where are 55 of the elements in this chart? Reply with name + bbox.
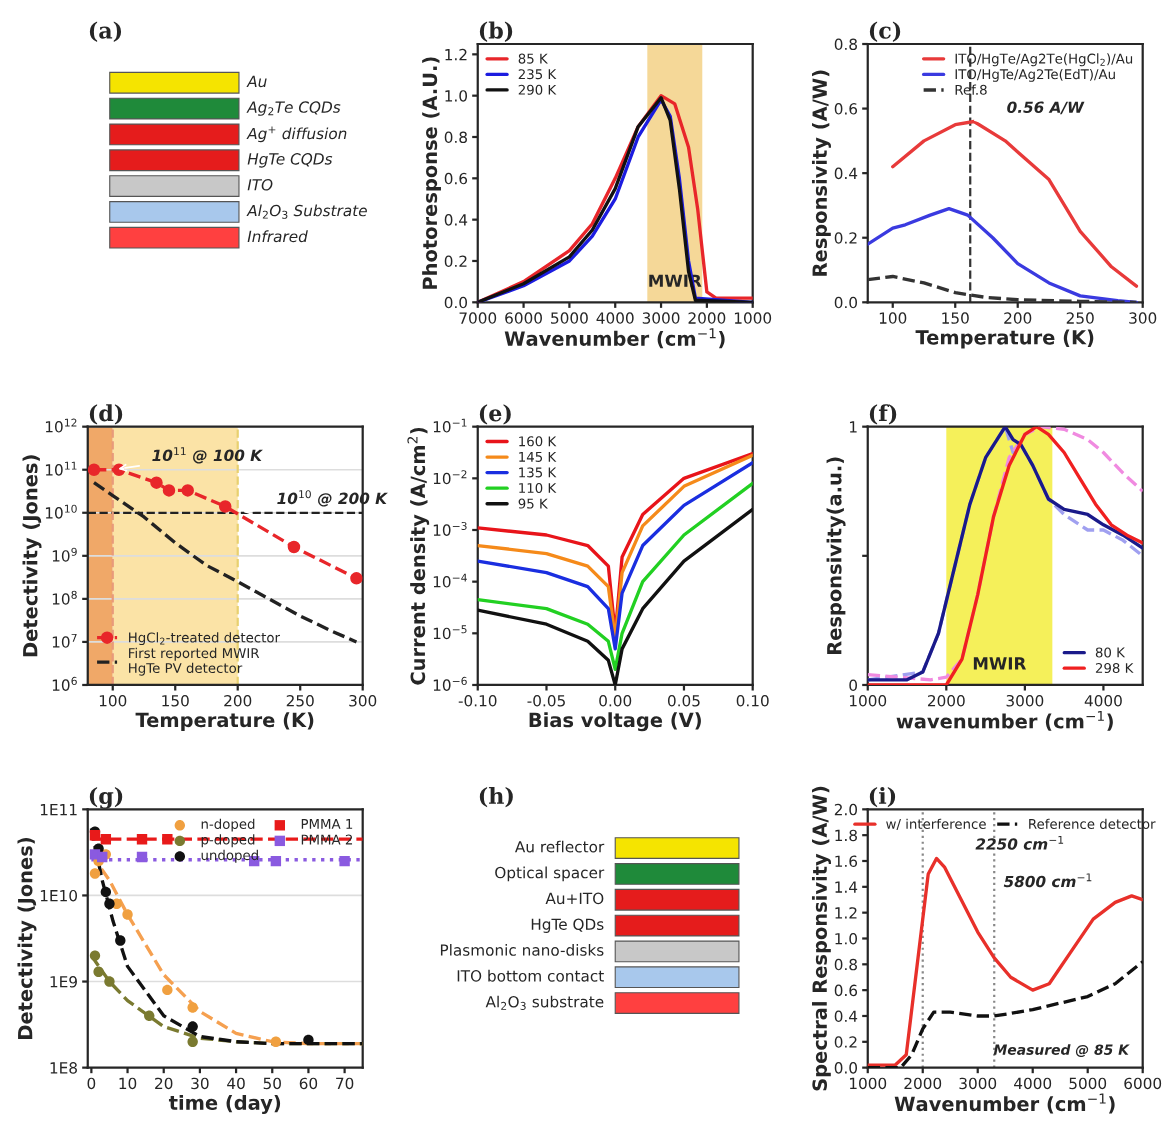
x-axis-title: time (day) — [168, 1094, 281, 1114]
point — [100, 886, 112, 898]
point — [136, 834, 148, 845]
y-axis-title: Detectivity (Jones) — [17, 837, 37, 1039]
point — [287, 540, 301, 554]
x-axis-title: Wavenumber (cm$^{−1}$) — [504, 328, 725, 349]
point — [89, 868, 101, 879]
chart-title: (f) — [869, 404, 897, 425]
point — [339, 855, 350, 867]
point — [144, 1010, 155, 1021]
x-axis-title: Temperature (K) — [135, 712, 314, 732]
chart-title: (i) — [869, 786, 896, 808]
point — [162, 984, 173, 996]
y-axis-title: Responsivity (A/W) — [811, 70, 831, 276]
point — [100, 834, 112, 845]
point — [150, 476, 163, 489]
y-axis-title: Detectivity (Jones) — [22, 455, 42, 657]
point — [136, 851, 148, 863]
point — [104, 976, 115, 987]
y-axis-title: Spectral Responsivity (A/W) — [811, 786, 831, 1091]
x-axis-title: Wavenumber (cm$^{−1}$) — [894, 1093, 1115, 1114]
point — [218, 500, 232, 513]
line-series — [477, 481, 753, 672]
y-axis-title: Photoresponse (A.U.) — [422, 57, 441, 289]
point — [93, 966, 104, 977]
point — [104, 898, 115, 909]
chart-title: (c) — [869, 21, 901, 42]
chart-title: (g) — [89, 786, 123, 809]
y-axis-title: Current density (A/cm$^{2}$) — [407, 427, 430, 685]
point — [89, 950, 101, 961]
x-axis-title: Temperature (K) — [915, 329, 1094, 349]
x-axis-title: Bias voltage (V) — [529, 712, 701, 732]
line-series — [891, 119, 1139, 288]
point — [350, 572, 363, 585]
text: (a) — [89, 21, 122, 42]
point — [187, 1036, 198, 1047]
x-axis-title: wavenumber (cm$^{−1}$) — [896, 710, 1113, 731]
point — [187, 1002, 198, 1013]
point — [303, 1034, 314, 1046]
line-series — [867, 207, 1139, 303]
point — [115, 935, 126, 946]
point — [181, 484, 194, 497]
point — [122, 909, 133, 920]
chart-title: (d) — [89, 404, 123, 425]
chart-title: (b) — [479, 21, 513, 42]
point — [187, 1021, 198, 1032]
point — [270, 855, 282, 867]
chart-title: (e) — [479, 404, 511, 425]
band-label: MWIR — [973, 657, 1026, 670]
text: (h) — [479, 786, 513, 808]
point — [87, 463, 101, 476]
y-axis-title: Responsivity(a.u.) — [826, 457, 846, 654]
point — [162, 484, 176, 497]
point — [162, 834, 173, 845]
point — [270, 1036, 282, 1047]
